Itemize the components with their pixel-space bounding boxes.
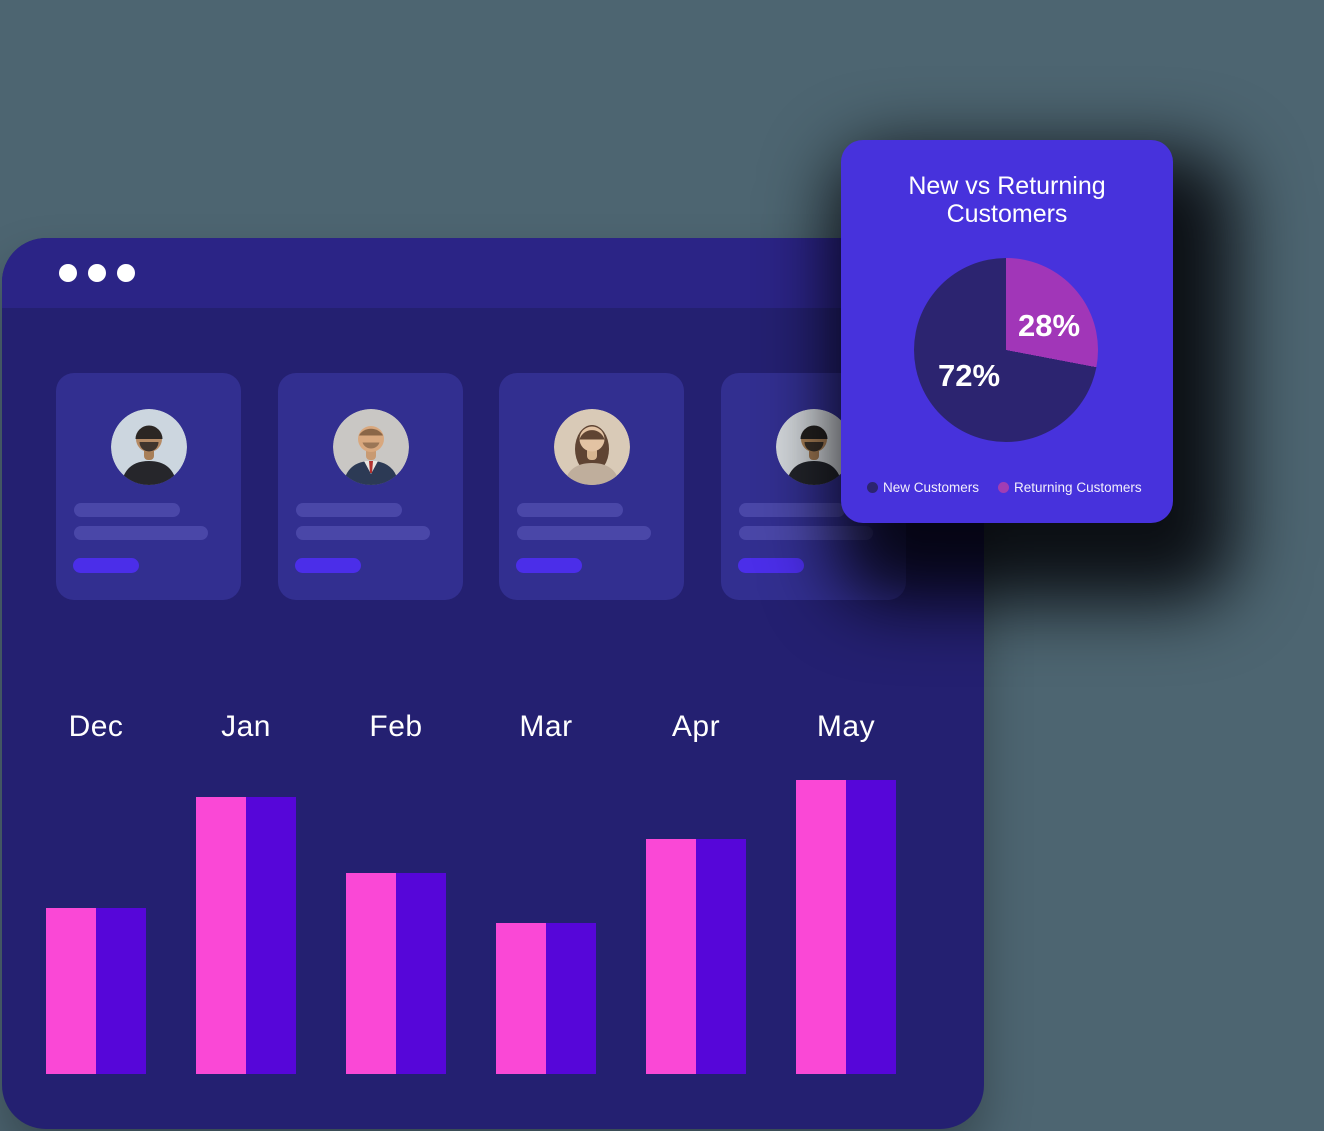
bar-new-customers xyxy=(646,839,696,1074)
legend-dot-new-icon xyxy=(867,482,878,493)
month-label: May xyxy=(816,710,876,743)
bar-new-customers xyxy=(346,873,396,1074)
bar-group-feb: Feb xyxy=(346,710,446,1074)
skeleton-text-line xyxy=(296,526,430,540)
bar-returning-customers xyxy=(246,797,296,1074)
pie-card-title: New vs Returning Customers xyxy=(908,172,1106,228)
window-control-dot[interactable] xyxy=(117,264,135,282)
bar-new-customers xyxy=(496,923,546,1074)
team-card-3 xyxy=(499,373,684,600)
pie-value-new: 72% xyxy=(937,358,1001,393)
skeleton-text-line xyxy=(739,503,845,517)
avatar-photo-woman xyxy=(553,409,630,485)
app-window: Dec Jan Feb Mar Apr May xyxy=(2,238,984,1129)
bar-returning-customers xyxy=(846,780,896,1074)
skeleton-text-line xyxy=(74,503,180,517)
bar-new-customers xyxy=(196,797,246,1074)
bar-chart: Dec Jan Feb Mar Apr May xyxy=(2,238,984,1129)
pie-value-returning: 28% xyxy=(1017,308,1081,343)
bar-group-mar: Mar xyxy=(496,710,596,1074)
team-card-2 xyxy=(278,373,463,600)
pie-card: New vs Returning Customers 72% 28% New C… xyxy=(841,140,1173,523)
avatar-photo-man-beard xyxy=(775,409,852,485)
month-label: Feb xyxy=(369,710,423,743)
legend-label-new: New Customers xyxy=(883,480,980,495)
skeleton-text-line xyxy=(296,503,402,517)
card-action-button[interactable] xyxy=(738,558,804,573)
window-header xyxy=(2,238,984,308)
avatar-photo-man-suit xyxy=(332,409,409,485)
bar-returning-customers xyxy=(396,873,446,1074)
bar-group-apr: Apr xyxy=(646,710,746,1074)
bar-group-may: May xyxy=(796,710,896,1074)
legend-item-returning: Returning Customers xyxy=(998,480,1142,495)
card-action-button[interactable] xyxy=(295,558,361,573)
card-action-button[interactable] xyxy=(516,558,582,573)
bar-group-dec: Dec xyxy=(46,710,146,1074)
month-label: Jan xyxy=(221,710,271,743)
bar-returning-customers xyxy=(546,923,596,1074)
window-control-dot[interactable] xyxy=(88,264,106,282)
skeleton-text-line xyxy=(517,526,651,540)
team-card-1 xyxy=(56,373,241,600)
skeleton-text-line xyxy=(739,526,873,540)
avatar-photo-man-beard xyxy=(110,409,187,485)
month-label: Apr xyxy=(671,710,721,743)
bar-returning-customers xyxy=(696,839,746,1074)
legend-label-returning: Returning Customers xyxy=(1014,480,1142,495)
bar-group-jan: Jan xyxy=(196,710,296,1074)
bar-new-customers xyxy=(796,780,846,1074)
window-controls xyxy=(59,264,135,282)
month-label: Dec xyxy=(68,710,124,743)
legend-item-new: New Customers xyxy=(867,480,979,495)
pie-legend: New Customers Returning Customers xyxy=(867,480,1165,495)
legend-dot-returning-icon xyxy=(998,482,1010,493)
pie-chart xyxy=(914,258,1098,442)
skeleton-text-line xyxy=(517,503,623,517)
bar-returning-customers xyxy=(96,908,146,1074)
window-control-dot[interactable] xyxy=(59,264,77,282)
month-label: Mar xyxy=(519,710,573,743)
card-action-button[interactable] xyxy=(73,558,139,573)
bar-new-customers xyxy=(46,908,96,1074)
skeleton-text-line xyxy=(74,526,208,540)
